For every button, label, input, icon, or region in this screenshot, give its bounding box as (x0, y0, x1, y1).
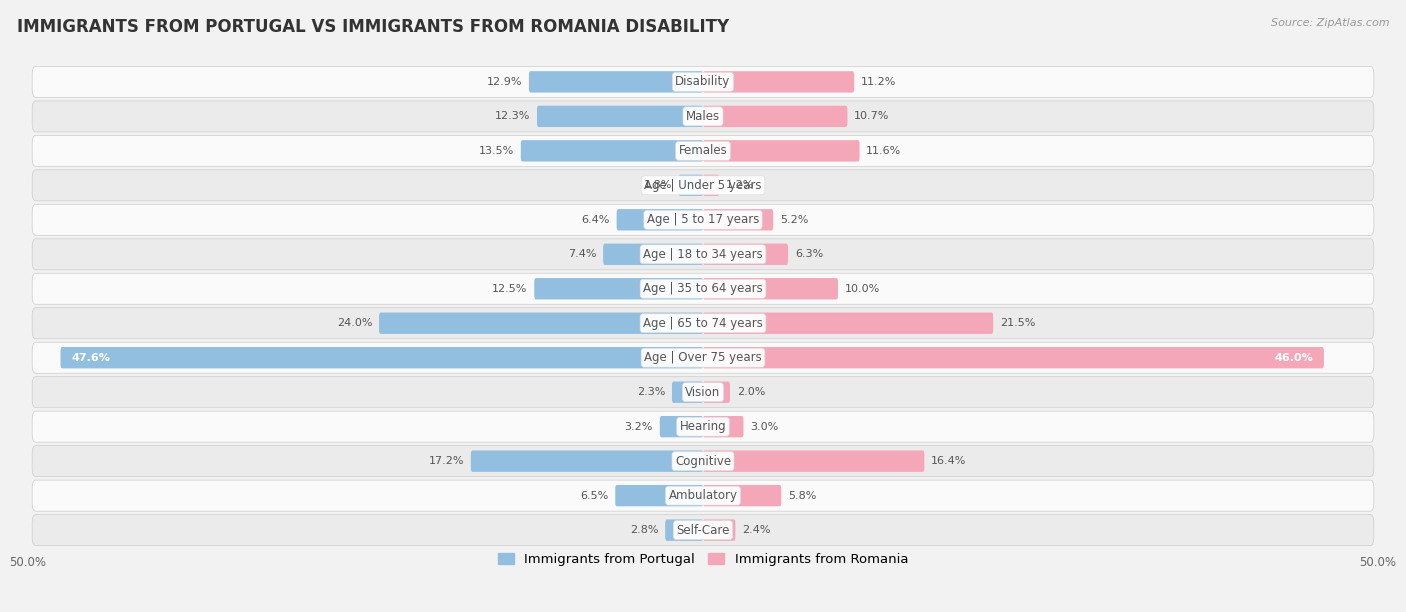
FancyBboxPatch shape (32, 239, 1374, 270)
FancyBboxPatch shape (32, 342, 1374, 373)
Text: 16.4%: 16.4% (931, 456, 966, 466)
Text: Females: Females (679, 144, 727, 157)
Text: IMMIGRANTS FROM PORTUGAL VS IMMIGRANTS FROM ROMANIA DISABILITY: IMMIGRANTS FROM PORTUGAL VS IMMIGRANTS F… (17, 18, 728, 36)
FancyBboxPatch shape (703, 313, 993, 334)
Text: 13.5%: 13.5% (479, 146, 515, 156)
FancyBboxPatch shape (529, 71, 703, 92)
Text: 12.5%: 12.5% (492, 284, 527, 294)
FancyBboxPatch shape (32, 411, 1374, 442)
FancyBboxPatch shape (32, 480, 1374, 511)
FancyBboxPatch shape (679, 174, 703, 196)
FancyBboxPatch shape (703, 416, 744, 438)
Text: 10.7%: 10.7% (855, 111, 890, 121)
FancyBboxPatch shape (703, 71, 855, 92)
FancyBboxPatch shape (665, 520, 703, 541)
FancyBboxPatch shape (703, 381, 730, 403)
FancyBboxPatch shape (32, 170, 1374, 201)
Text: 12.3%: 12.3% (495, 111, 530, 121)
FancyBboxPatch shape (703, 450, 924, 472)
FancyBboxPatch shape (703, 485, 782, 506)
Text: 2.3%: 2.3% (637, 387, 665, 397)
Text: 5.2%: 5.2% (780, 215, 808, 225)
FancyBboxPatch shape (32, 101, 1374, 132)
Text: 6.3%: 6.3% (794, 249, 823, 259)
Text: 3.2%: 3.2% (624, 422, 652, 431)
FancyBboxPatch shape (703, 244, 787, 265)
Text: Cognitive: Cognitive (675, 455, 731, 468)
Text: Vision: Vision (685, 386, 721, 398)
FancyBboxPatch shape (617, 209, 703, 231)
FancyBboxPatch shape (703, 278, 838, 299)
FancyBboxPatch shape (534, 278, 703, 299)
Text: 1.2%: 1.2% (725, 181, 755, 190)
Text: 46.0%: 46.0% (1274, 353, 1313, 363)
FancyBboxPatch shape (703, 347, 1324, 368)
FancyBboxPatch shape (703, 106, 848, 127)
FancyBboxPatch shape (616, 485, 703, 506)
Text: 2.8%: 2.8% (630, 525, 658, 535)
Text: Disability: Disability (675, 75, 731, 88)
FancyBboxPatch shape (672, 381, 703, 403)
FancyBboxPatch shape (32, 308, 1374, 339)
FancyBboxPatch shape (520, 140, 703, 162)
FancyBboxPatch shape (703, 209, 773, 231)
Text: 17.2%: 17.2% (429, 456, 464, 466)
Text: 47.6%: 47.6% (72, 353, 110, 363)
Text: 3.0%: 3.0% (751, 422, 779, 431)
Text: Hearing: Hearing (679, 420, 727, 433)
FancyBboxPatch shape (32, 135, 1374, 166)
FancyBboxPatch shape (32, 204, 1374, 236)
Text: 7.4%: 7.4% (568, 249, 596, 259)
Text: 21.5%: 21.5% (1000, 318, 1035, 328)
Text: 11.6%: 11.6% (866, 146, 901, 156)
Text: 1.8%: 1.8% (644, 181, 672, 190)
FancyBboxPatch shape (703, 140, 859, 162)
FancyBboxPatch shape (537, 106, 703, 127)
Text: Self-Care: Self-Care (676, 524, 730, 537)
Text: Age | Over 75 years: Age | Over 75 years (644, 351, 762, 364)
Text: 6.4%: 6.4% (582, 215, 610, 225)
Text: 12.9%: 12.9% (486, 77, 522, 87)
Text: Males: Males (686, 110, 720, 123)
FancyBboxPatch shape (60, 347, 703, 368)
Text: Age | 35 to 64 years: Age | 35 to 64 years (643, 282, 763, 295)
FancyBboxPatch shape (32, 273, 1374, 304)
Text: 24.0%: 24.0% (337, 318, 373, 328)
FancyBboxPatch shape (32, 515, 1374, 546)
FancyBboxPatch shape (703, 520, 735, 541)
FancyBboxPatch shape (32, 446, 1374, 477)
Text: 10.0%: 10.0% (845, 284, 880, 294)
Text: Age | 5 to 17 years: Age | 5 to 17 years (647, 214, 759, 226)
Text: 5.8%: 5.8% (787, 491, 817, 501)
FancyBboxPatch shape (659, 416, 703, 438)
FancyBboxPatch shape (603, 244, 703, 265)
Text: 6.5%: 6.5% (581, 491, 609, 501)
Legend: Immigrants from Portugal, Immigrants from Romania: Immigrants from Portugal, Immigrants fro… (492, 548, 914, 571)
Text: 11.2%: 11.2% (860, 77, 896, 87)
FancyBboxPatch shape (471, 450, 703, 472)
Text: 2.0%: 2.0% (737, 387, 765, 397)
Text: Ambulatory: Ambulatory (668, 489, 738, 502)
Text: Age | 18 to 34 years: Age | 18 to 34 years (643, 248, 763, 261)
FancyBboxPatch shape (32, 66, 1374, 97)
Text: Age | Under 5 years: Age | Under 5 years (644, 179, 762, 192)
Text: Age | 65 to 74 years: Age | 65 to 74 years (643, 317, 763, 330)
Text: 2.4%: 2.4% (742, 525, 770, 535)
FancyBboxPatch shape (32, 376, 1374, 408)
FancyBboxPatch shape (380, 313, 703, 334)
Text: Source: ZipAtlas.com: Source: ZipAtlas.com (1271, 18, 1389, 28)
FancyBboxPatch shape (703, 174, 720, 196)
